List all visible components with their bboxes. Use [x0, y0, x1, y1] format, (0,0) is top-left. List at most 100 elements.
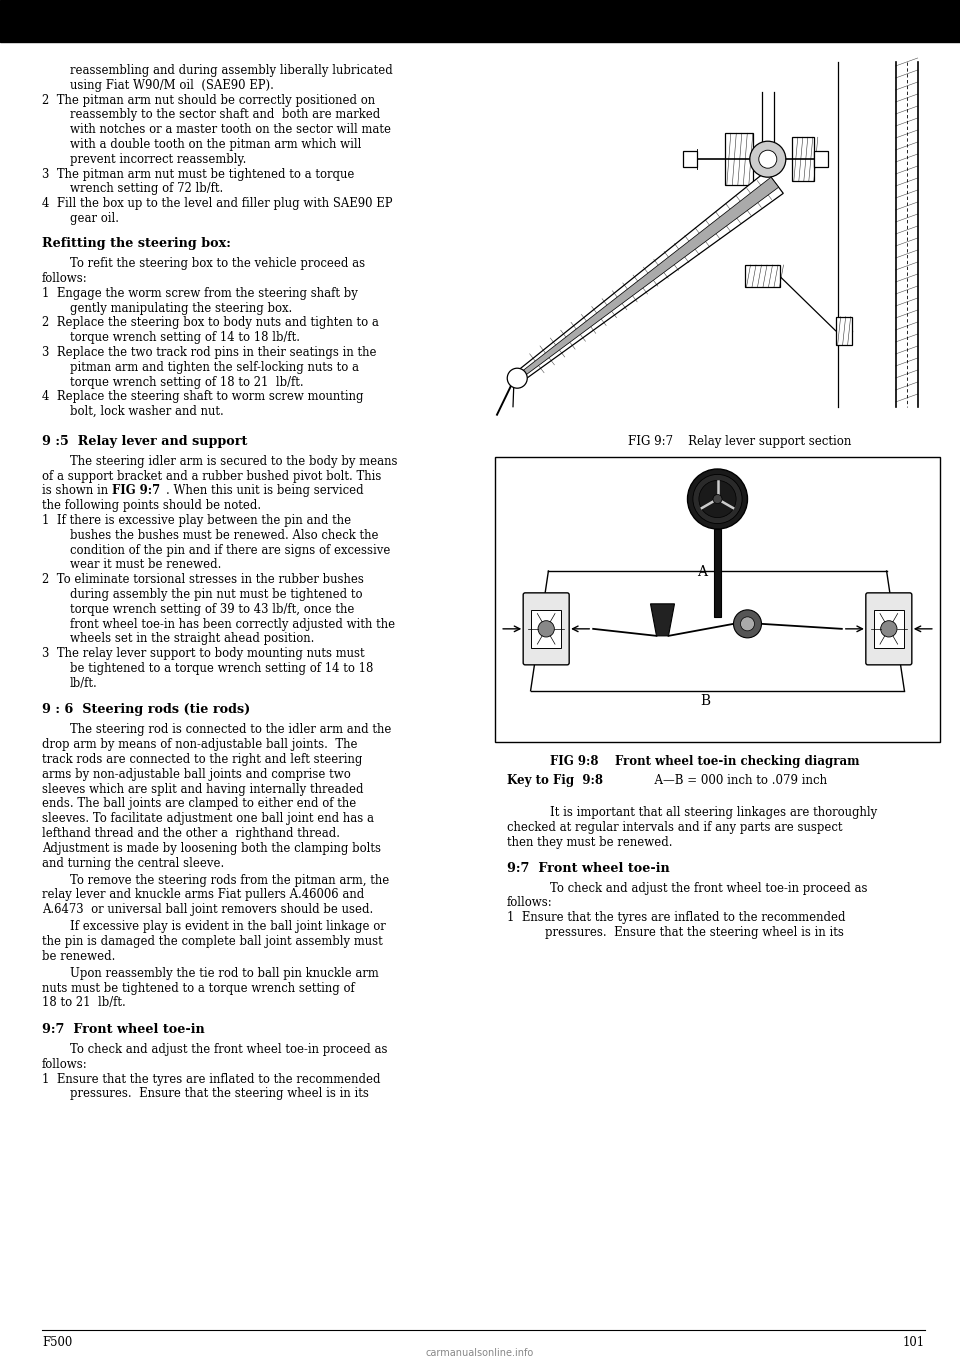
Text: B: B [701, 694, 710, 708]
Text: the pin is damaged the complete ball joint assembly must: the pin is damaged the complete ball joi… [42, 934, 383, 948]
Circle shape [740, 617, 755, 631]
Text: Refitting the steering box:: Refitting the steering box: [42, 238, 230, 250]
Text: To refit the steering box to the vehicle proceed as: To refit the steering box to the vehicle… [70, 257, 365, 270]
Text: sleeves which are split and having internally threaded: sleeves which are split and having inter… [42, 782, 364, 796]
Text: To check and adjust the front wheel toe-in proceed as: To check and adjust the front wheel toe-… [550, 881, 868, 895]
Text: with notches or a master tooth on the sector will mate: with notches or a master tooth on the se… [70, 124, 391, 136]
Text: relay lever and knuckle arms Fiat pullers A.46006 and: relay lever and knuckle arms Fiat puller… [42, 888, 364, 902]
Text: . When this unit is being serviced: . When this unit is being serviced [166, 485, 364, 497]
Bar [532, 610, 561, 648]
Text: 1  Engage the worm screw from the steering shaft by: 1 Engage the worm screw from the steerin… [42, 287, 358, 300]
Text: Key to Fig  9:8: Key to Fig 9:8 [507, 774, 603, 786]
Bar [495, 458, 940, 741]
Polygon shape [514, 171, 783, 383]
Text: using Fiat W90/M oil  (SAE90 EP).: using Fiat W90/M oil (SAE90 EP). [70, 79, 274, 92]
Text: If excessive play is evident in the ball joint linkage or: If excessive play is evident in the ball… [70, 921, 386, 933]
Text: drop arm by means of non-adjustable ball joints.  The: drop arm by means of non-adjustable ball… [42, 739, 357, 751]
Text: gently manipulating the steering box.: gently manipulating the steering box. [70, 301, 292, 315]
Circle shape [538, 621, 554, 637]
Text: follows:: follows: [42, 1058, 87, 1071]
Text: of a support bracket and a rubber bushed pivot bolt. This: of a support bracket and a rubber bushed… [42, 470, 381, 482]
Bar [714, 530, 721, 617]
Text: F500: F500 [42, 1336, 72, 1348]
Bar [792, 137, 814, 181]
Text: 2  The pitman arm nut should be correctly positioned on: 2 The pitman arm nut should be correctly… [42, 94, 375, 106]
Text: condition of the pin and if there are signs of excessive: condition of the pin and if there are si… [70, 543, 391, 557]
Text: Upon reassembly the tie rod to ball pin knuckle arm: Upon reassembly the tie rod to ball pin … [70, 967, 379, 980]
Text: The steering rod is connected to the idler arm and the: The steering rod is connected to the idl… [70, 724, 392, 736]
Circle shape [880, 621, 897, 637]
Text: 1  If there is excessive play between the pin and the: 1 If there is excessive play between the… [42, 513, 351, 527]
Bar [875, 610, 903, 648]
Text: sleeves. To facilitate adjustment one ball joint end has a: sleeves. To facilitate adjustment one ba… [42, 812, 374, 826]
FancyBboxPatch shape [866, 593, 912, 665]
Text: FIG 9:7: FIG 9:7 [111, 485, 159, 497]
Text: lb/ft.: lb/ft. [70, 676, 98, 690]
Text: with a double tooth on the pitman arm which will: with a double tooth on the pitman arm wh… [70, 139, 361, 151]
Text: 101: 101 [902, 1336, 925, 1348]
Text: A.6473  or universal ball joint removers should be used.: A.6473 or universal ball joint removers … [42, 903, 373, 917]
Text: 9:7  Front wheel toe-in: 9:7 Front wheel toe-in [42, 1023, 204, 1036]
Text: pressures.  Ensure that the steering wheel is in its: pressures. Ensure that the steering whee… [545, 926, 844, 938]
Text: carmanualsonline.info: carmanualsonline.info [426, 1348, 534, 1358]
Circle shape [693, 474, 742, 524]
Text: arms by non-adjustable ball joints and comprise two: arms by non-adjustable ball joints and c… [42, 767, 350, 781]
Text: 9:7  Front wheel toe-in: 9:7 Front wheel toe-in [507, 862, 670, 876]
Text: torque wrench setting of 14 to 18 lb/ft.: torque wrench setting of 14 to 18 lb/ft. [70, 331, 300, 344]
Text: 18 to 21  lb/ft.: 18 to 21 lb/ft. [42, 997, 126, 1009]
Bar [683, 151, 697, 167]
Circle shape [733, 610, 761, 638]
Text: The steering idler arm is secured to the body by means: The steering idler arm is secured to the… [70, 455, 397, 467]
Text: 2  To eliminate torsional stresses in the rubber bushes: 2 To eliminate torsional stresses in the… [42, 573, 364, 587]
Text: pitman arm and tighten the self-locking nuts to a: pitman arm and tighten the self-locking … [70, 361, 359, 373]
Text: be tightened to a torque wrench setting of 14 to 18: be tightened to a torque wrench setting … [70, 661, 373, 675]
Text: 3  The relay lever support to body mounting nuts must: 3 The relay lever support to body mounti… [42, 648, 365, 660]
Circle shape [758, 151, 777, 168]
Circle shape [750, 141, 786, 177]
Text: 9 :5  Relay lever and support: 9 :5 Relay lever and support [42, 435, 248, 448]
Circle shape [699, 481, 736, 517]
Text: A—B = 000 inch to .079 inch: A—B = 000 inch to .079 inch [647, 774, 828, 786]
Text: 4  Fill the box up to the level and filler plug with SAE90 EP: 4 Fill the box up to the level and fille… [42, 197, 393, 210]
Text: 3  The pitman arm nut must be tightened to a torque: 3 The pitman arm nut must be tightened t… [42, 167, 354, 181]
Text: be renewed.: be renewed. [42, 949, 115, 963]
Text: Adjustment is made by loosening both the clamping bolts: Adjustment is made by loosening both the… [42, 842, 381, 854]
Polygon shape [516, 177, 779, 380]
Text: pressures.  Ensure that the steering wheel is in its: pressures. Ensure that the steering whee… [70, 1088, 369, 1100]
Bar [835, 316, 852, 345]
Text: then they must be renewed.: then they must be renewed. [507, 835, 673, 849]
Circle shape [687, 469, 748, 530]
Text: bolt, lock washer and nut.: bolt, lock washer and nut. [70, 405, 224, 418]
Bar [725, 133, 753, 185]
Bar [0, 0, 960, 42]
Text: wheels set in the straight ahead position.: wheels set in the straight ahead positio… [70, 633, 314, 645]
Text: gear oil.: gear oil. [70, 212, 119, 225]
Polygon shape [651, 604, 675, 636]
Text: 3  Replace the two track rod pins in their seatings in the: 3 Replace the two track rod pins in thei… [42, 346, 376, 359]
Text: bushes the bushes must be renewed. Also check the: bushes the bushes must be renewed. Also … [70, 528, 378, 542]
Text: reassembly to the sector shaft and  both are marked: reassembly to the sector shaft and both … [70, 109, 380, 121]
Bar [814, 151, 828, 167]
Text: wear it must be renewed.: wear it must be renewed. [70, 558, 222, 572]
Text: follows:: follows: [507, 896, 553, 910]
Text: wrench setting of 72 lb/ft.: wrench setting of 72 lb/ft. [70, 182, 224, 196]
FancyBboxPatch shape [523, 593, 569, 665]
Text: torque wrench setting of 39 to 43 lb/ft, once the: torque wrench setting of 39 to 43 lb/ft,… [70, 603, 354, 615]
Text: track rods are connected to the right and left steering: track rods are connected to the right an… [42, 752, 362, 766]
Bar [745, 265, 780, 287]
Text: To remove the steering rods from the pitman arm, the: To remove the steering rods from the pit… [70, 873, 389, 887]
Text: lefthand thread and the other a  righthand thread.: lefthand thread and the other a righthan… [42, 827, 340, 841]
Text: nuts must be tightened to a torque wrench setting of: nuts must be tightened to a torque wrenc… [42, 982, 355, 994]
Text: ends. The ball joints are clamped to either end of the: ends. The ball joints are clamped to eit… [42, 797, 356, 811]
Text: FIG 9:8    Front wheel toe-in checking diagram: FIG 9:8 Front wheel toe-in checking diag… [550, 755, 859, 769]
Text: is shown in: is shown in [42, 485, 112, 497]
Text: FIG 9:7    Relay lever support section: FIG 9:7 Relay lever support section [629, 435, 852, 448]
Text: torque wrench setting of 18 to 21  lb/ft.: torque wrench setting of 18 to 21 lb/ft. [70, 376, 303, 388]
Text: during assembly the pin nut must be tightened to: during assembly the pin nut must be tigh… [70, 588, 363, 602]
Text: reassembling and during assembly liberally lubricated: reassembling and during assembly liberal… [70, 64, 393, 77]
Text: 4  Replace the steering shaft to worm screw mounting: 4 Replace the steering shaft to worm scr… [42, 390, 364, 403]
Text: 9 : 6  Steering rods (tie rods): 9 : 6 Steering rods (tie rods) [42, 703, 251, 717]
Text: A: A [698, 565, 708, 579]
Text: follows:: follows: [42, 272, 87, 285]
Text: and turning the central sleeve.: and turning the central sleeve. [42, 857, 225, 869]
